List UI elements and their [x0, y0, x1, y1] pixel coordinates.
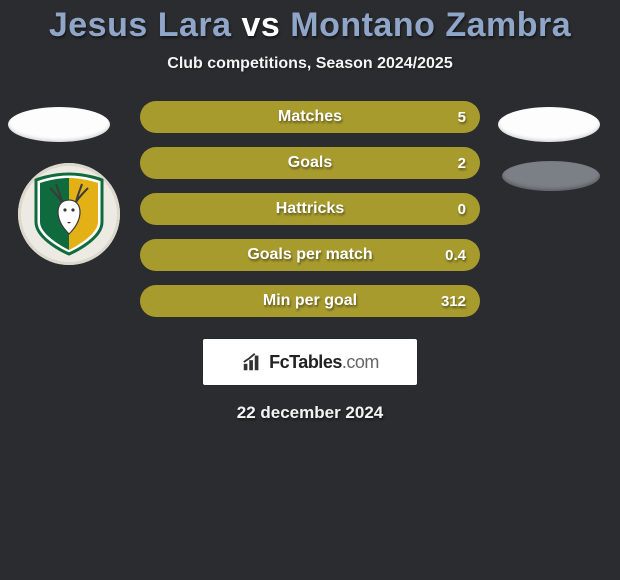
stat-label: Matches: [278, 108, 342, 126]
player2-name: Montano Zambra: [290, 6, 571, 44]
stat-label: Hattricks: [276, 200, 344, 218]
venados-shield-icon: [32, 172, 106, 256]
stat-bar: Goals per match 0.4: [140, 239, 480, 271]
stat-bar: Hattricks 0: [140, 193, 480, 225]
stat-label: Goals: [288, 154, 332, 172]
vs-separator: vs: [241, 6, 280, 44]
player2-club-placeholder: [502, 161, 600, 191]
stat-value: 312: [441, 293, 466, 310]
player1-avatar-placeholder: [8, 107, 110, 142]
subtitle: Club competitions, Season 2024/2025: [0, 55, 620, 73]
brand-text: FcTables.com: [269, 352, 379, 373]
snapshot-date: 22 december 2024: [0, 403, 620, 423]
stat-label: Goals per match: [247, 246, 372, 264]
brand-name: FcTables: [269, 352, 342, 372]
brand-tld: .com: [342, 352, 379, 372]
brand-chart-icon: [241, 351, 263, 373]
player1-club-badge: [18, 163, 120, 265]
player1-name: Jesus Lara: [49, 6, 232, 44]
stat-value: 2: [458, 155, 466, 172]
stat-value: 0: [458, 201, 466, 218]
stat-label: Min per goal: [263, 292, 357, 310]
brand-watermark: FcTables.com: [203, 339, 417, 385]
player2-avatar-placeholder: [498, 107, 600, 142]
stat-bar: Matches 5: [140, 101, 480, 133]
comparison-content: Matches 5 Goals 2 Hattricks 0 Goals per match 0…: [0, 101, 620, 317]
stat-value: 5: [458, 109, 466, 126]
stat-bar: Min per goal 312: [140, 285, 480, 317]
stat-bar: Goals 2: [140, 147, 480, 179]
stat-value: 0.4: [445, 247, 466, 264]
stat-bars: Matches 5 Goals 2 Hattricks 0 Goals per match 0…: [140, 101, 480, 317]
comparison-title: Jesus Lara vs Montano Zambra: [0, 0, 620, 45]
